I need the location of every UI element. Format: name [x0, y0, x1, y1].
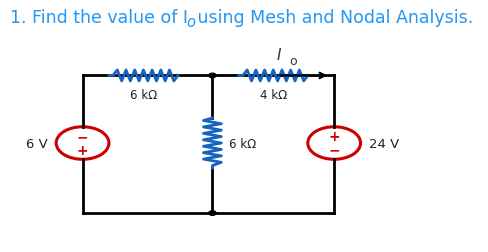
Text: 6 V: 6 V [26, 137, 48, 150]
Circle shape [208, 211, 216, 215]
Text: o: o [185, 15, 195, 30]
Text: 6 kΩ: 6 kΩ [228, 137, 255, 150]
Text: 6 kΩ: 6 kΩ [129, 89, 157, 102]
Text: 1. Find the value of I: 1. Find the value of I [9, 9, 187, 27]
Circle shape [208, 74, 216, 78]
Text: 24 V: 24 V [368, 137, 398, 150]
Text: o: o [289, 55, 297, 68]
Text: +: + [327, 130, 339, 144]
Text: 4 kΩ: 4 kΩ [259, 89, 286, 102]
Text: −: − [327, 143, 339, 157]
Text: I: I [276, 48, 281, 62]
Text: +: + [77, 143, 88, 157]
Text: using Mesh and Nodal Analysis.: using Mesh and Nodal Analysis. [192, 9, 472, 27]
Text: −: − [77, 130, 88, 144]
